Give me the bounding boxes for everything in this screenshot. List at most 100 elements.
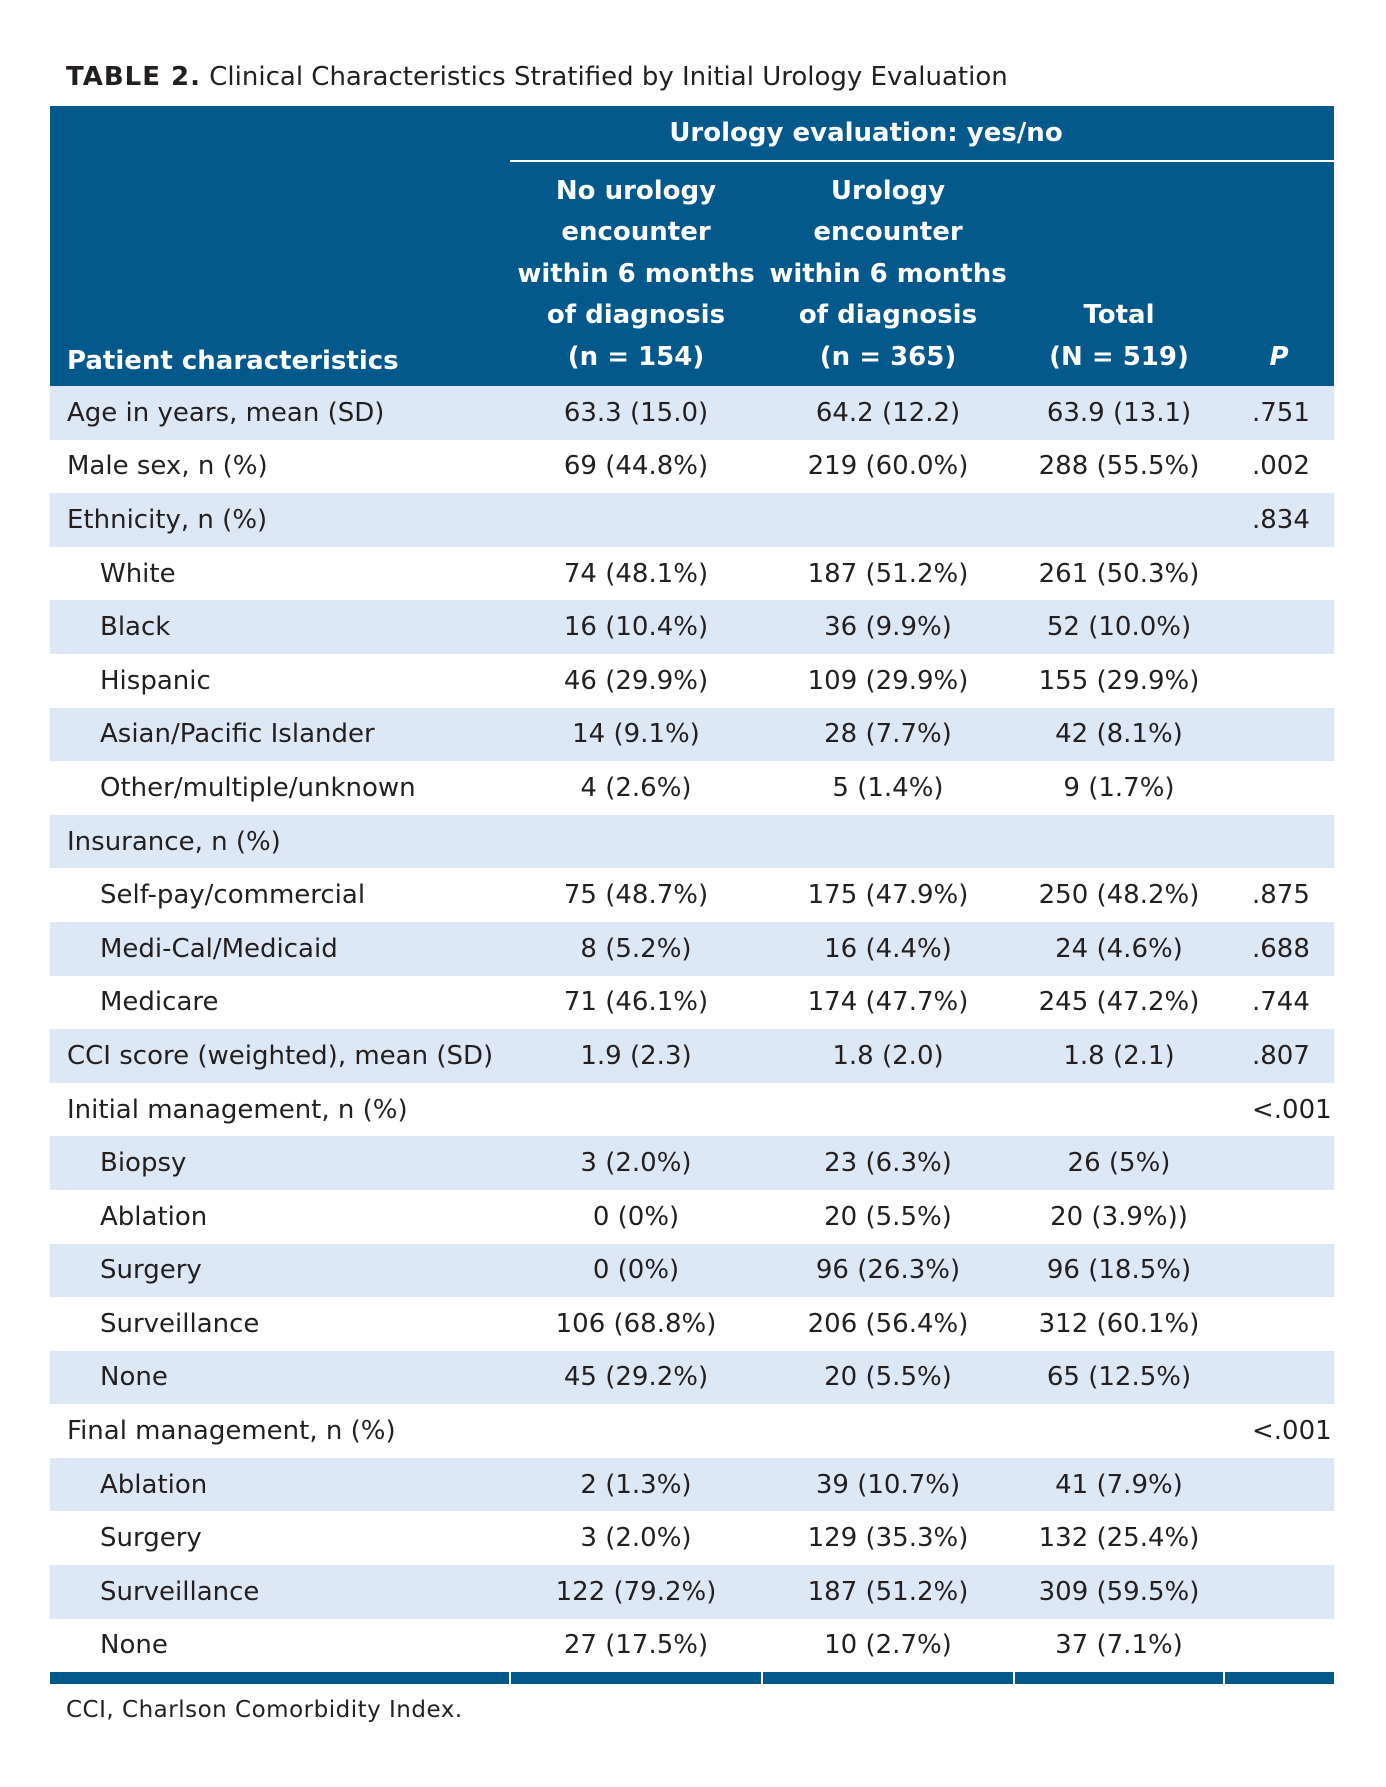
cell-total: 37 (7.1%) [1014, 1618, 1224, 1673]
row-label: Surveillance [50, 1565, 510, 1619]
table-row: Surgery 3 (2.0%) 129 (35.3%) 132 (25.4%) [50, 1511, 1334, 1566]
table-row: Medicare 71 (46.1%) 174 (47.7%) 245 (47.2%)… [50, 975, 1334, 1030]
table-title: Clinical Characteristics Stratified by I… [209, 62, 1008, 92]
cell-no-urology: 4 (2.6%) [510, 761, 762, 815]
group-header-label: Urology evaluation: yes/no [669, 118, 1063, 148]
cell-no-urology: 2 (1.3%) [510, 1457, 762, 1512]
cell-p-value: .751 [1224, 386, 1334, 440]
cell-no-urology [510, 1082, 762, 1137]
cell-urology [762, 493, 1014, 547]
row-label: Asian/Pacific Islander [50, 707, 510, 762]
table-number: TABLE 2. [66, 62, 202, 92]
col-header-line: within 6 months [517, 258, 755, 289]
cell-p-value [1224, 1297, 1334, 1351]
cell-urology: 20 (5.5%) [762, 1189, 1014, 1244]
cell-urology: 96 (26.3%) [762, 1243, 1014, 1298]
table-bottom-rule [50, 1672, 1334, 1685]
cell-urology: 28 (7.7%) [762, 707, 1014, 762]
table-row: Ethnicity, n (%) .834 [50, 493, 1334, 547]
cell-urology: 219 (60.0%) [762, 439, 1014, 494]
row-label: White [50, 546, 510, 601]
cell-p-value: <.001 [1224, 1082, 1334, 1137]
table-row: Final management, n (%) <.001 [50, 1404, 1334, 1458]
cell-no-urology: 16 (10.4%) [510, 600, 762, 654]
row-label: Insurance, n (%) [50, 814, 510, 869]
cell-total: 261 (50.3%) [1014, 546, 1224, 601]
cell-p-value: <.001 [1224, 1404, 1334, 1458]
cell-total: 250 (48.2%) [1014, 868, 1224, 922]
cell-no-urology [510, 814, 762, 869]
cell-no-urology [510, 493, 762, 547]
cell-urology: 20 (5.5%) [762, 1350, 1014, 1405]
col-header-line: within 6 months [769, 258, 1007, 289]
table-row: Self-pay/commercial 75 (48.7%) 175 (47.9%)… [50, 868, 1334, 922]
row-label: Surveillance [50, 1297, 510, 1351]
cell-total: 63.9 (13.1) [1014, 386, 1224, 440]
cell-p-value [1224, 1618, 1334, 1673]
row-label: Black [50, 600, 510, 654]
cell-no-urology: 0 (0%) [510, 1189, 762, 1244]
row-label: Other/multiple/unknown [50, 761, 510, 815]
bottom-rule-segment [509, 1672, 762, 1685]
cell-total: 155 (29.9%) [1014, 653, 1224, 708]
cell-p-value [1224, 546, 1334, 601]
cell-no-urology: 8 (5.2%) [510, 921, 762, 976]
table-body: Age in years, mean (SD) 63.3 (15.0) 64.2 (… [50, 386, 1334, 1673]
table-row: Ablation 2 (1.3%) 39 (10.7%) 41 (7.9%) [50, 1457, 1334, 1512]
row-label: Final management, n (%) [50, 1404, 510, 1458]
row-label: CCI score (weighted), mean (SD) [50, 1029, 510, 1083]
cell-urology: 109 (29.9%) [762, 653, 1014, 708]
cell-total: 9 (1.7%) [1014, 761, 1224, 815]
characteristics-table: Patient characteristics Urology evaluati… [50, 106, 1334, 1685]
bottom-rule-segment [761, 1672, 1014, 1685]
row-header-label: Patient characteristics [50, 106, 510, 386]
table-row: None 27 (17.5%) 10 (2.7%) 37 (7.1%) [50, 1618, 1334, 1673]
cell-total: 245 (47.2%) [1014, 975, 1224, 1030]
cell-urology: 16 (4.4%) [762, 921, 1014, 976]
table-row: Surveillance 122 (79.2%) 187 (51.2%) 309 (5… [50, 1565, 1334, 1619]
table-row: CCI score (weighted), mean (SD) 1.9 (2.3)… [50, 1029, 1334, 1083]
row-label: Medi-Cal/Medicaid [50, 921, 510, 976]
table-row: Asian/Pacific Islander 14 (9.1%) 28 (7.7%)… [50, 707, 1334, 762]
row-label: Male sex, n (%) [50, 439, 510, 494]
cell-no-urology: 75 (48.7%) [510, 868, 762, 922]
cell-total: 52 (10.0%) [1014, 600, 1224, 654]
table-row: Surveillance 106 (68.8%) 206 (56.4%) 312 (6… [50, 1297, 1334, 1351]
cell-no-urology: 3 (2.0%) [510, 1511, 762, 1566]
cell-total: 26 (5%) [1014, 1136, 1224, 1190]
cell-total: 42 (8.1%) [1014, 707, 1224, 762]
row-label: None [50, 1618, 510, 1673]
table-row: Ablation 0 (0%) 20 (5.5%) 20 (3.9%)) [50, 1189, 1334, 1244]
cell-no-urology: 27 (17.5%) [510, 1618, 762, 1673]
cell-p-value: .875 [1224, 868, 1334, 922]
col-header-line: of diagnosis [546, 300, 726, 330]
cell-no-urology: 71 (46.1%) [510, 975, 762, 1030]
row-label: Ablation [50, 1457, 510, 1512]
cell-total: 24 (4.6%) [1014, 921, 1224, 976]
cell-urology: 1.8 (2.0) [762, 1029, 1014, 1083]
table-row: Initial management, n (%) <.001 [50, 1082, 1334, 1137]
cell-total [1014, 1404, 1224, 1458]
table-row: Male sex, n (%) 69 (44.8%) 219 (60.0%) 288 … [50, 439, 1334, 494]
cell-total: 96 (18.5%) [1014, 1243, 1224, 1298]
cell-urology: 206 (56.4%) [762, 1297, 1014, 1351]
row-label: Ethnicity, n (%) [50, 493, 510, 547]
cell-no-urology: 14 (9.1%) [510, 707, 762, 762]
col-header-line: Total [1083, 300, 1155, 330]
cell-total: 41 (7.9%) [1014, 1457, 1224, 1512]
table-row: None 45 (29.2%) 20 (5.5%) 65 (12.5%) [50, 1350, 1334, 1405]
cell-p-value [1224, 1511, 1334, 1566]
cell-urology: 187 (51.2%) [762, 546, 1014, 601]
cell-total [1014, 1082, 1224, 1137]
cell-urology: 64.2 (12.2) [762, 386, 1014, 440]
cell-no-urology: 46 (29.9%) [510, 653, 762, 708]
table-row: Other/multiple/unknown 4 (2.6%) 5 (1.4%) 9 … [50, 761, 1334, 815]
cell-p-value [1224, 1243, 1334, 1298]
cell-total: 132 (25.4%) [1014, 1511, 1224, 1566]
cell-urology [762, 814, 1014, 869]
cell-urology: 39 (10.7%) [762, 1457, 1014, 1512]
cell-urology: 129 (35.3%) [762, 1511, 1014, 1566]
table-row: Black 16 (10.4%) 36 (9.9%) 52 (10.0%) [50, 600, 1334, 654]
cell-total: 288 (55.5%) [1014, 439, 1224, 494]
cell-no-urology: 69 (44.8%) [510, 439, 762, 494]
